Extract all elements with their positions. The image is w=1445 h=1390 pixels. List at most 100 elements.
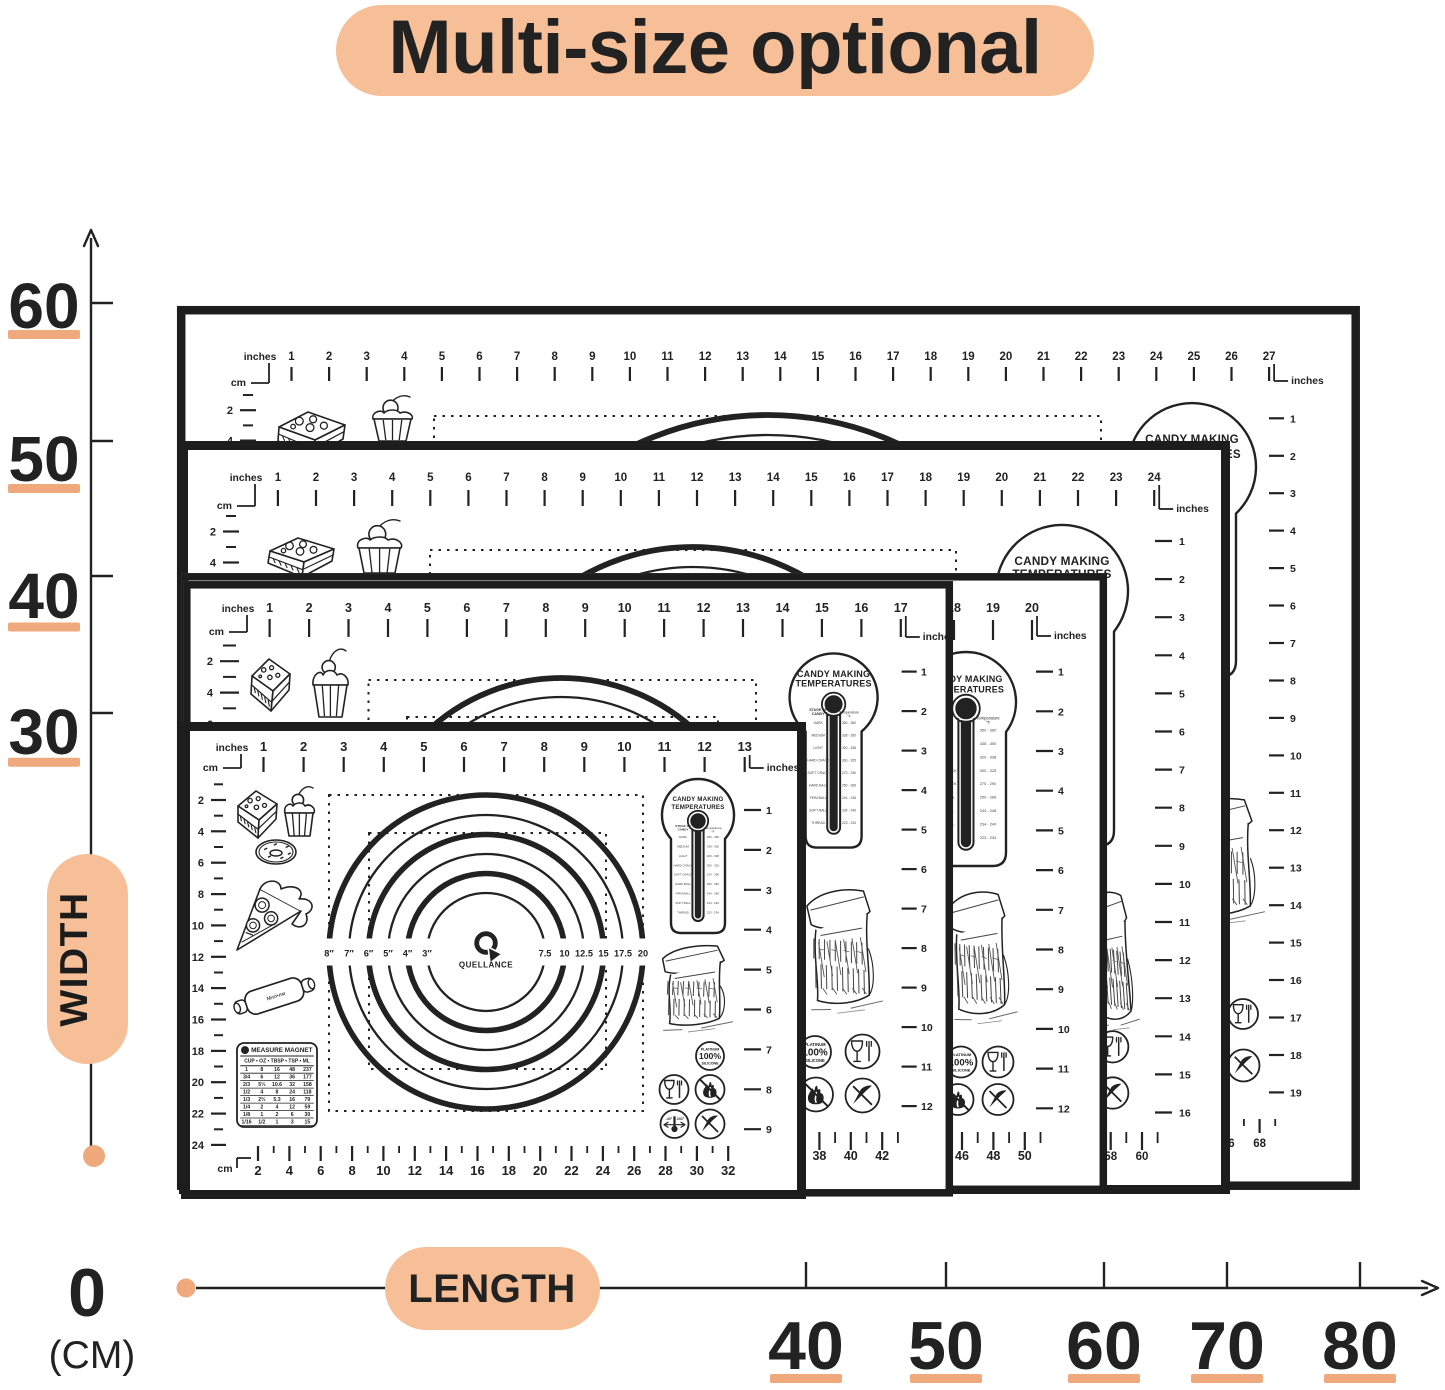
svg-text:24: 24: [596, 1163, 611, 1178]
svg-text:100%: 100%: [699, 1051, 721, 1061]
svg-text:300 - 325: 300 - 325: [707, 863, 720, 867]
svg-text:10: 10: [921, 1022, 933, 1034]
svg-text:100%: 100%: [802, 1048, 828, 1059]
svg-text:3: 3: [340, 739, 347, 754]
svg-text:5: 5: [427, 472, 434, 484]
svg-text:1/16: 1/16: [242, 1119, 252, 1125]
svg-text:10: 10: [617, 739, 631, 754]
svg-text:177: 177: [303, 1075, 312, 1081]
svg-text:14: 14: [774, 351, 787, 363]
svg-text:inches: inches: [767, 763, 800, 774]
svg-text:1: 1: [766, 805, 772, 817]
svg-text:4: 4: [380, 739, 388, 754]
svg-text:300 - 325: 300 - 325: [980, 768, 997, 773]
svg-text:7: 7: [1290, 638, 1296, 650]
svg-text:11: 11: [1290, 788, 1301, 800]
svg-text:223 - 234: 223 - 234: [707, 910, 720, 914]
svg-text:4: 4: [766, 925, 772, 937]
svg-text:21: 21: [1037, 351, 1050, 363]
svg-text:10: 10: [192, 920, 204, 932]
svg-text:cm: cm: [203, 762, 218, 774]
svg-text:6: 6: [463, 601, 470, 615]
svg-text:12: 12: [1058, 1103, 1070, 1115]
svg-text:inches: inches: [923, 632, 956, 643]
svg-text:4: 4: [1290, 526, 1296, 538]
svg-text:6: 6: [921, 864, 927, 876]
svg-text:14: 14: [439, 1163, 454, 1178]
svg-text:HARD CRACK: HARD CRACK: [807, 758, 830, 762]
svg-text:cm: cm: [231, 377, 246, 389]
svg-text:MEDIUM: MEDIUM: [677, 844, 689, 848]
svg-text:16: 16: [192, 1015, 204, 1027]
svg-text:68: 68: [1253, 1138, 1266, 1150]
svg-text:15: 15: [305, 1119, 311, 1125]
svg-text:1: 1: [276, 1119, 279, 1125]
svg-text:8: 8: [348, 1163, 355, 1178]
svg-text:18: 18: [919, 472, 932, 484]
svg-text:12.5: 12.5: [575, 949, 593, 959]
svg-text:9: 9: [581, 739, 588, 754]
svg-text:1/3: 1/3: [243, 1097, 250, 1103]
svg-text:70: 70: [1189, 1308, 1265, 1384]
svg-text:4″: 4″: [403, 949, 413, 959]
svg-text:(CM): (CM): [49, 1334, 136, 1377]
svg-text:7: 7: [500, 739, 507, 754]
svg-text:inches: inches: [222, 604, 255, 615]
svg-text:14: 14: [192, 983, 205, 995]
svg-text:SOFT CRACK: SOFT CRACK: [808, 771, 830, 775]
svg-text:8: 8: [1179, 803, 1185, 815]
svg-text:10: 10: [618, 601, 632, 615]
svg-text:cm: cm: [217, 1163, 232, 1175]
svg-text:1: 1: [921, 667, 927, 679]
svg-text:9: 9: [921, 983, 927, 995]
svg-text:30: 30: [8, 696, 79, 768]
svg-text:SOFT BALL: SOFT BALL: [809, 809, 827, 813]
svg-text:6″: 6″: [364, 949, 374, 959]
svg-text:DARK: DARK: [814, 721, 824, 725]
svg-text:270 - 290: 270 - 290: [707, 873, 720, 877]
svg-text:79: 79: [305, 1097, 311, 1103]
svg-text:6: 6: [198, 858, 204, 870]
svg-text:320 - 338: 320 - 338: [980, 754, 997, 759]
svg-text:12: 12: [274, 1075, 280, 1081]
svg-text:320 - 338: 320 - 338: [842, 746, 856, 750]
svg-text:TEMPERATURES: TEMPERATURES: [795, 679, 871, 689]
svg-text:234 - 240: 234 - 240: [980, 822, 997, 827]
svg-text:338 - 350: 338 - 350: [707, 844, 720, 848]
svg-text:19: 19: [1290, 1087, 1302, 1099]
svg-text:5⅓: 5⅓: [258, 1082, 266, 1088]
svg-text:5: 5: [420, 739, 427, 754]
svg-text:24: 24: [289, 1090, 295, 1096]
svg-text:2/3: 2/3: [243, 1082, 250, 1088]
svg-text:13: 13: [729, 472, 742, 484]
svg-text:6: 6: [317, 1163, 324, 1178]
svg-text:244 - 248: 244 - 248: [842, 796, 856, 800]
svg-text:223 - 234: 223 - 234: [980, 835, 997, 840]
svg-text:4: 4: [210, 558, 217, 570]
svg-text:CANDY MAKING: CANDY MAKING: [1014, 554, 1109, 568]
svg-text:50: 50: [8, 423, 79, 495]
svg-text:2: 2: [300, 739, 307, 754]
svg-text:SILICONE: SILICONE: [952, 1068, 971, 1073]
svg-text:CUP • OZ • TBSP • TSP • ML: CUP • OZ • TBSP • TSP • ML: [244, 1058, 310, 1064]
svg-text:3: 3: [1179, 612, 1185, 624]
svg-text:23: 23: [1112, 351, 1125, 363]
svg-text:4: 4: [921, 785, 927, 797]
svg-text:16: 16: [274, 1067, 280, 1073]
svg-text:FIRM BALL: FIRM BALL: [676, 892, 691, 896]
svg-text:16: 16: [854, 601, 868, 615]
svg-text:7: 7: [503, 472, 509, 484]
svg-text:230°: 230°: [677, 1117, 685, 1121]
svg-text:inches: inches: [1291, 376, 1324, 387]
svg-text:HARD BALL: HARD BALL: [675, 882, 691, 886]
svg-text:237: 237: [303, 1067, 312, 1073]
svg-text:12: 12: [192, 952, 204, 964]
svg-text:4: 4: [401, 351, 408, 363]
svg-text:11: 11: [921, 1062, 932, 1074]
svg-text:300 - 325: 300 - 325: [842, 758, 856, 762]
svg-text:SOFT CRACK: SOFT CRACK: [674, 873, 693, 877]
svg-text:15: 15: [598, 949, 608, 959]
svg-text:234 - 240: 234 - 240: [842, 809, 856, 813]
svg-text:CANDY MAKING: CANDY MAKING: [929, 674, 1002, 684]
svg-text:60: 60: [1136, 1151, 1149, 1163]
